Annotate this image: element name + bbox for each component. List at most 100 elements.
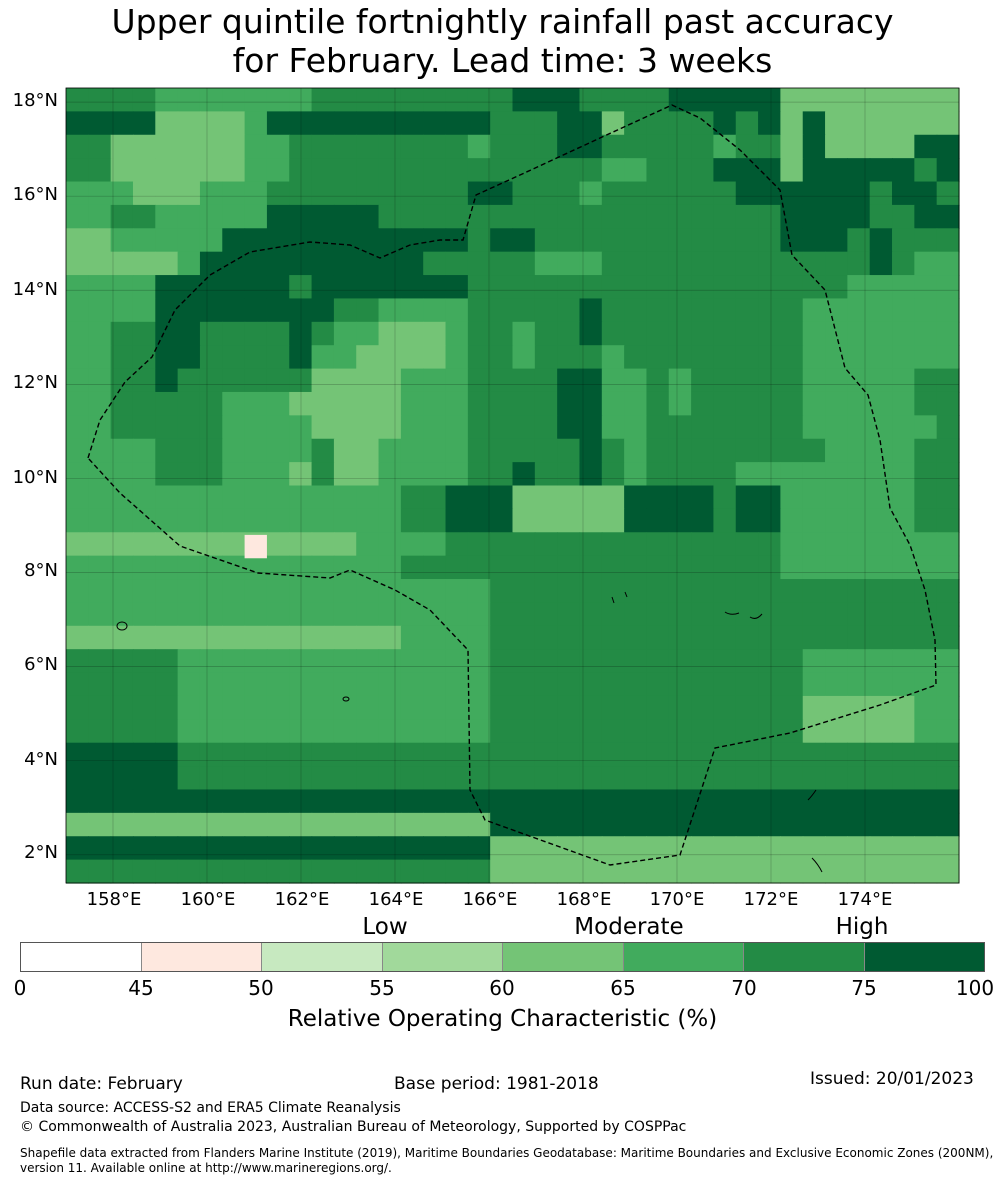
grid-cell [311,415,335,440]
colorbar [20,942,985,972]
grid-cell [244,672,268,697]
grid-cell [155,508,179,533]
grid-cell [423,88,447,112]
grid-cell [222,298,246,323]
grid-cell [758,555,781,580]
grid-cell [557,719,581,744]
grid-cell [735,181,759,206]
grid-cell [266,789,290,814]
grid-cell [132,368,156,393]
grid-cell [467,251,491,276]
grid-cell [311,438,335,463]
grid-cell [758,158,781,183]
grid-cell [244,812,268,837]
grid-cell [110,228,134,253]
grid-cell [624,859,648,884]
grid-cell [467,789,491,814]
grid-cell [668,579,692,604]
grid-cell [289,719,313,744]
grid-cell [579,485,603,510]
grid-cell [825,672,848,697]
grid-cell [222,555,246,580]
grid-cell [155,579,179,604]
grid-cell [825,251,848,276]
grid-cell [758,789,781,814]
grid-cell [646,181,670,206]
grid-cell [512,368,536,393]
grid-cell [758,391,781,416]
grid-cell [713,415,737,440]
grid-cell [400,836,424,861]
grid-cell [691,415,715,440]
grid-cell [110,204,134,229]
grid-cell [490,812,514,837]
grid-cell [780,368,804,393]
grid-cell [311,859,335,884]
grid-cell [735,766,759,791]
grid-cell [356,485,380,510]
grid-cell [512,508,536,533]
grid-cell [624,555,648,580]
grid-cell [155,859,179,884]
grid-cell [735,158,759,183]
grid-cell [557,625,581,650]
colorbar-segment [503,943,624,971]
grid-cell [802,134,826,159]
grid-cell [869,742,893,767]
grid-cell [88,251,112,276]
grid-cell [534,181,558,206]
grid-cell [311,508,335,533]
grid-cell [936,321,960,346]
grid-cell [311,695,335,720]
grid-cell [847,181,871,206]
grid-cell [378,134,402,159]
grid-cell [914,298,938,323]
grid-cell [534,298,558,323]
grid-cell [378,321,402,346]
grid-cell [132,789,156,814]
grid-cell [869,555,893,580]
grid-cell [244,508,268,533]
grid-cell [914,88,938,112]
grid-cell [132,485,156,510]
grid-cell [333,462,357,487]
grid-cell [132,508,156,533]
grid-cell [423,204,447,229]
grid-cell [423,836,447,861]
grid-cell [847,204,871,229]
grid-cell [825,462,848,487]
grid-cell [88,298,112,323]
grid-cell [758,508,781,533]
grid-cell [132,204,156,229]
grid-cell [66,228,89,253]
grid-cell [825,298,848,323]
grid-cell [88,579,112,604]
grid-cell [758,859,781,884]
grid-cell [356,368,380,393]
grid-cell [713,625,737,650]
grid-cell [289,812,313,837]
grid-cell [66,88,89,112]
grid-cell [892,88,915,112]
grid-cell [758,625,781,650]
grid-cell [311,228,335,253]
grid-cell [601,625,625,650]
grid-cell [400,766,424,791]
grid-cell [534,766,558,791]
grid-cell [579,321,603,346]
grid-cell [244,649,268,674]
grid-cell [668,695,692,720]
grid-cell [199,695,223,720]
grid-cell [356,438,380,463]
grid-cell [579,625,603,650]
grid-cell [177,438,201,463]
grid-cell [713,579,737,604]
grid-cell [400,555,424,580]
grid-cell [155,321,179,346]
grid-cell [802,438,826,463]
grid-cell [936,602,960,627]
grid-cell [490,649,514,674]
grid-cell [333,485,357,510]
grid-cell [110,462,134,487]
grid-cell [333,789,357,814]
